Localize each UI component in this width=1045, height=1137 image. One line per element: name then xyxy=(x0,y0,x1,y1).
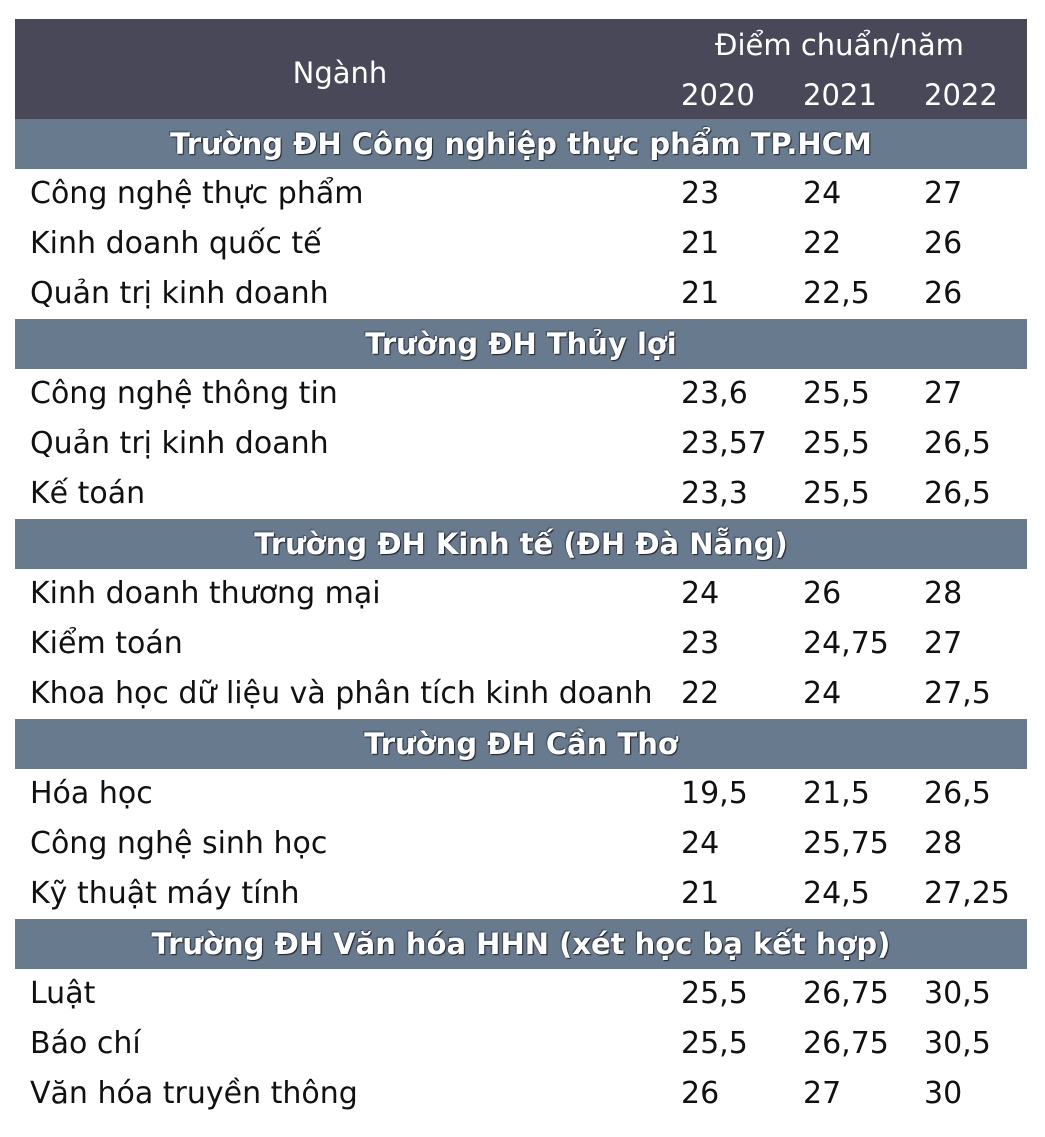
score-2022: 27,25 xyxy=(924,876,1010,911)
score-2022: 27 xyxy=(924,176,963,211)
score-2022: 26,5 xyxy=(924,426,991,461)
score-2020: 23,57 xyxy=(681,426,767,461)
score-2022: 26 xyxy=(924,276,963,311)
score-2022: 27 xyxy=(924,376,963,411)
school-name: Trường ĐH Văn hóa HHN (xét học bạ kết hợ… xyxy=(151,927,891,961)
score-2020: 23,6 xyxy=(681,376,748,411)
header-year-2020: 2020 xyxy=(681,78,755,112)
score-table: Ngành Điểm chuẩn/năm 2020 2021 2022 Trườ… xyxy=(15,19,1027,1119)
major-name: Kỹ thuật máy tính xyxy=(30,876,300,911)
score-2022: 30,5 xyxy=(924,976,991,1011)
score-2021: 21,5 xyxy=(803,776,870,811)
score-2021: 27 xyxy=(803,1076,842,1111)
score-2021: 24,75 xyxy=(803,626,889,661)
score-2021: 26 xyxy=(803,576,842,611)
table-header: Ngành Điểm chuẩn/năm 2020 2021 2022 xyxy=(15,19,1027,119)
header-year-2022: 2022 xyxy=(924,78,998,112)
section-school: Trường ĐH Kinh tế (ĐH Đà Nẵng) xyxy=(15,519,1027,569)
school-name: Trường ĐH Công nghiệp thực phẩm TP.HCM xyxy=(170,127,872,161)
score-2020: 26 xyxy=(681,1076,720,1111)
section-school: Trường ĐH Văn hóa HHN (xét học bạ kết hợ… xyxy=(15,919,1027,969)
table-row: Kế toán 23,3 25,5 26,5 xyxy=(15,469,1027,519)
major-name: Báo chí xyxy=(30,1026,141,1061)
score-2020: 21 xyxy=(681,876,720,911)
section-school: Trường ĐH Công nghiệp thực phẩm TP.HCM xyxy=(15,119,1027,169)
score-2021: 24 xyxy=(803,176,842,211)
header-year-2021: 2021 xyxy=(803,78,877,112)
section-school: Trường ĐH Thủy lợi xyxy=(15,319,1027,369)
major-name: Luật xyxy=(30,976,96,1011)
score-2020: 23 xyxy=(681,176,720,211)
score-2022: 30,5 xyxy=(924,1026,991,1061)
score-2022: 27 xyxy=(924,626,963,661)
score-2022: 26 xyxy=(924,226,963,261)
score-2022: 27,5 xyxy=(924,676,991,711)
school-name: Trường ĐH Kinh tế (ĐH Đà Nẵng) xyxy=(254,527,788,561)
score-2022: 26,5 xyxy=(924,776,991,811)
score-2020: 21 xyxy=(681,226,720,261)
major-name: Kinh doanh quốc tế xyxy=(30,226,322,261)
school-name: Trường ĐH Cần Thơ xyxy=(364,727,678,761)
score-2021: 22,5 xyxy=(803,276,870,311)
score-2020: 24 xyxy=(681,576,720,611)
major-name: Công nghệ thực phẩm xyxy=(30,176,364,211)
major-name: Quản trị kinh doanh xyxy=(30,276,329,311)
table-row: Hóa học 19,5 21,5 26,5 xyxy=(15,769,1027,819)
score-2020: 24 xyxy=(681,826,720,861)
major-name: Kiểm toán xyxy=(30,626,183,661)
score-2022: 28 xyxy=(924,826,963,861)
table-row: Luật 25,5 26,75 30,5 xyxy=(15,969,1027,1019)
major-name: Khoa học dữ liệu và phân tích kinh doanh xyxy=(30,676,653,711)
table-row: Công nghệ sinh học 24 25,75 28 xyxy=(15,819,1027,869)
score-2020: 25,5 xyxy=(681,1026,748,1061)
table-row: Quản trị kinh doanh 23,57 25,5 26,5 xyxy=(15,419,1027,469)
table-row: Khoa học dữ liệu và phân tích kinh doanh… xyxy=(15,669,1027,719)
score-2020: 21 xyxy=(681,276,720,311)
score-2022: 26,5 xyxy=(924,476,991,511)
major-name: Kế toán xyxy=(30,476,146,511)
table-row: Kinh doanh thương mại 24 26 28 xyxy=(15,569,1027,619)
major-name: Quản trị kinh doanh xyxy=(30,426,329,461)
score-2022: 30 xyxy=(924,1076,963,1111)
score-2021: 22 xyxy=(803,226,842,261)
score-2022: 28 xyxy=(924,576,963,611)
score-2020: 19,5 xyxy=(681,776,748,811)
table-row: Kiểm toán 23 24,75 27 xyxy=(15,619,1027,669)
score-2021: 25,5 xyxy=(803,476,870,511)
table-row: Quản trị kinh doanh 21 22,5 26 xyxy=(15,269,1027,319)
table-row: Công nghệ thực phẩm 23 24 27 xyxy=(15,169,1027,219)
table-row: Báo chí 25,5 26,75 30,5 xyxy=(15,1019,1027,1069)
score-2021: 26,75 xyxy=(803,1026,889,1061)
header-score-group: Điểm chuẩn/năm xyxy=(715,28,964,62)
score-2020: 23 xyxy=(681,626,720,661)
score-2021: 26,75 xyxy=(803,976,889,1011)
table-row: Kinh doanh quốc tế 21 22 26 xyxy=(15,219,1027,269)
table-row: Kỹ thuật máy tính 21 24,5 27,25 xyxy=(15,869,1027,919)
school-name: Trường ĐH Thủy lợi xyxy=(365,327,677,361)
header-major: Ngành xyxy=(292,56,388,90)
major-name: Kinh doanh thương mại xyxy=(30,576,381,611)
score-2020: 25,5 xyxy=(681,976,748,1011)
major-name: Hóa học xyxy=(30,776,153,811)
score-2021: 25,5 xyxy=(803,426,870,461)
score-2021: 24 xyxy=(803,676,842,711)
score-2021: 25,75 xyxy=(803,826,889,861)
score-2021: 25,5 xyxy=(803,376,870,411)
major-name: Văn hóa truyền thông xyxy=(30,1076,358,1111)
score-2020: 22 xyxy=(681,676,720,711)
major-name: Công nghệ thông tin xyxy=(30,376,338,411)
table-row: Công nghệ thông tin 23,6 25,5 27 xyxy=(15,369,1027,419)
score-2021: 24,5 xyxy=(803,876,870,911)
section-school: Trường ĐH Cần Thơ xyxy=(15,719,1027,769)
table-row: Văn hóa truyền thông 26 27 30 xyxy=(15,1069,1027,1119)
major-name: Công nghệ sinh học xyxy=(30,826,328,861)
score-2020: 23,3 xyxy=(681,476,748,511)
